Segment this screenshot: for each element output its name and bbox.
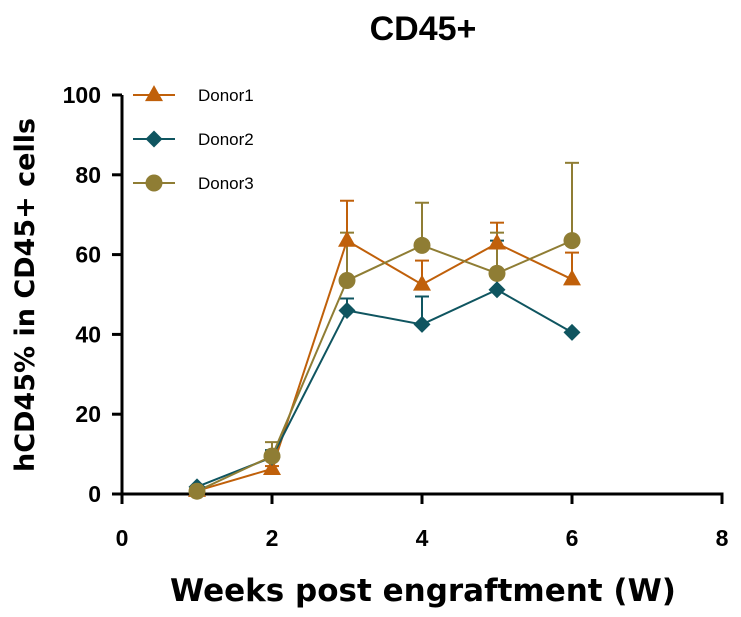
x-tick-label-2: 2: [266, 525, 279, 551]
x-tick-label-0: 0: [116, 525, 129, 551]
donor3-point-2: [338, 272, 356, 290]
legend-donor1-label: Donor1: [198, 86, 254, 105]
x-tick-label-8: 8: [716, 525, 729, 551]
error-bars: [265, 161, 579, 469]
legend-donor2-label: Donor2: [198, 130, 254, 149]
donor2-line: [196, 288, 573, 488]
donor1-point-3: [413, 274, 431, 291]
donor1-point-5: [563, 269, 581, 286]
donor3-point-1: [263, 447, 281, 465]
y-tick-label-20: 20: [75, 401, 101, 427]
donor1-point-2: [338, 230, 356, 247]
donor2-point-3: [413, 315, 431, 333]
y-axis-label: hCD45% in CD45+ cells: [10, 118, 41, 472]
x-axis-label: Weeks post engraftment (W): [170, 573, 676, 609]
chart-title: CD45+: [370, 10, 477, 48]
donor2-point-4: [488, 281, 506, 299]
donor3-point-5: [563, 232, 581, 250]
series-lines: [196, 239, 573, 493]
legend-donor2-marker: [145, 130, 163, 148]
donor3-point-4: [488, 264, 506, 282]
legend: Donor1 Donor2 Donor3: [133, 85, 254, 193]
legend-donor1-marker: [145, 85, 163, 102]
legend-donor3-marker: [145, 174, 163, 192]
series-markers: [188, 230, 581, 500]
y-tick-label-80: 80: [75, 162, 101, 188]
donor1-point-1: [263, 458, 281, 475]
y-tick-label-0: 0: [88, 481, 101, 507]
x-tick-label-6: 6: [566, 525, 579, 551]
y-tick-label-60: 60: [75, 242, 101, 268]
donor1-line: [196, 239, 573, 492]
x-tick-label-4: 4: [416, 525, 429, 551]
donor2-point-2: [338, 301, 356, 319]
y-tick-label-100: 100: [63, 82, 101, 108]
y-tick-label-40: 40: [75, 321, 101, 347]
donor2-point-5: [563, 323, 581, 341]
donor3-point-0: [188, 482, 206, 500]
donor3-line: [196, 239, 573, 493]
donor1-point-4: [488, 233, 506, 250]
donor3-point-3: [413, 236, 431, 254]
legend-donor3-label: Donor3: [198, 174, 254, 193]
